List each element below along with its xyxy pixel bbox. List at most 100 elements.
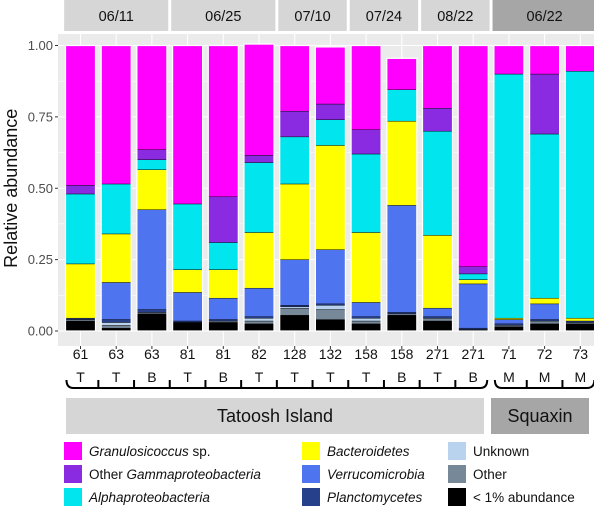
bar-segment (243, 155, 275, 163)
bar-segment (65, 319, 96, 322)
site-strip-label: Tatoosh Island (217, 406, 333, 426)
bar-segment (386, 205, 417, 313)
legend-label: Granulosicoccus sp. (89, 444, 211, 459)
date-strip: 07/10 (278, 0, 347, 31)
bar-segment (386, 89, 417, 122)
legend-label: Verrucomicrobia (327, 467, 425, 482)
bar-segment (350, 232, 382, 303)
legend-item: < 1% abundance (448, 488, 575, 506)
bar-segment (493, 325, 525, 327)
bar-segment (315, 309, 346, 320)
bar-segment (386, 315, 417, 332)
date-strip: 06/11 (64, 0, 169, 31)
bar-segment (208, 297, 239, 320)
x-sublabel: T (433, 369, 442, 385)
bar-segment (493, 317, 525, 320)
bar-segment (136, 159, 168, 170)
x-sublabel: B (219, 369, 228, 385)
bar-segment (565, 322, 594, 325)
bar-segment (65, 317, 96, 320)
bar-segment (65, 45, 96, 186)
bar-segment (172, 292, 203, 322)
bar-segment (315, 305, 346, 310)
legend-item: Planctomycetes (302, 488, 423, 506)
bar-segment (529, 319, 560, 322)
bar-stack (528, 44, 561, 332)
x-sublabel: M (539, 369, 551, 385)
bar-stack (314, 46, 346, 332)
bar-segment (208, 269, 239, 299)
bar-outline (314, 46, 346, 332)
date-strip-box (349, 0, 419, 31)
legend-swatch (302, 488, 320, 506)
bar-segment (208, 322, 239, 332)
bar-stack (279, 44, 311, 332)
bar-stack (136, 44, 168, 332)
bar-segment (315, 119, 346, 146)
date-strip-box (421, 0, 490, 31)
bar-segment (279, 45, 310, 112)
bar-segment (279, 307, 310, 316)
bar-segment (386, 58, 417, 90)
bar-outline (421, 44, 454, 332)
bar-stack (493, 44, 525, 332)
y-tick-label: 1.00 (28, 38, 53, 53)
legend-label-main: Granulosicoccus (89, 444, 189, 459)
bar-segment (350, 302, 382, 317)
site-strip-box (491, 398, 589, 434)
bar-segment (65, 263, 96, 319)
x-sublabel: M (503, 369, 515, 385)
bar-segment (136, 209, 168, 310)
bar-segment (422, 317, 453, 322)
bar-segment (172, 45, 203, 205)
bar-segment (529, 297, 560, 305)
x-tick-label: 73 (573, 346, 589, 362)
bar-stack (172, 44, 204, 332)
bar-segment (422, 307, 453, 317)
bar-segment (315, 319, 346, 332)
bar-stack (207, 44, 239, 332)
x-tick-label: 71 (501, 346, 517, 362)
bar-segment (243, 287, 275, 317)
legend-label-main: Other (89, 467, 127, 482)
bar-segment (136, 313, 168, 332)
x-tick-label: 61 (73, 346, 89, 362)
bar-segment (458, 279, 489, 285)
bar-segment (565, 45, 594, 72)
bar-segment (136, 149, 168, 160)
bar-segment (136, 169, 168, 210)
bar-segment (422, 45, 453, 109)
legend-label: Other (473, 467, 507, 482)
bar-segment (65, 185, 96, 195)
bar-segment (100, 325, 132, 329)
bar-segment (529, 303, 560, 320)
bar-segment (350, 316, 382, 319)
legend-item: Unknown (448, 442, 529, 460)
site-strip-group: Tatoosh Island Squaxin (66, 398, 589, 434)
date-strip-label: 06/11 (99, 9, 134, 25)
date-strip-box (171, 0, 276, 31)
bar-segment (386, 313, 417, 316)
bar-segment (279, 305, 310, 307)
date-strip-group: 06/11 06/25 07/10 07/24 08/22 06/22 (64, 0, 594, 31)
legend-item: Alphaproteobacteria (64, 488, 210, 506)
bar-outline (350, 44, 382, 332)
legend-swatch (64, 442, 82, 460)
legend-item: Other Gammaproteobacteria (64, 465, 261, 483)
y-tick-label: 0.50 (28, 181, 53, 196)
bar-segment (279, 136, 310, 185)
x-tick-label: 81 (216, 346, 232, 362)
site-strip: Squaxin (491, 398, 589, 434)
bar-segment (493, 73, 525, 319)
bar-segment (243, 43, 275, 156)
x-sublabel: M (574, 369, 586, 385)
bar-segment (458, 327, 489, 330)
bar-segment (208, 45, 239, 198)
bar-outline (279, 44, 311, 332)
legend-item: Granulosicoccus sp. (64, 442, 211, 460)
bar-segment (100, 322, 132, 326)
bar-stack (243, 43, 275, 332)
x-sublabel: T (290, 369, 299, 385)
bar-segment (279, 259, 310, 306)
bar-segment (493, 319, 525, 325)
